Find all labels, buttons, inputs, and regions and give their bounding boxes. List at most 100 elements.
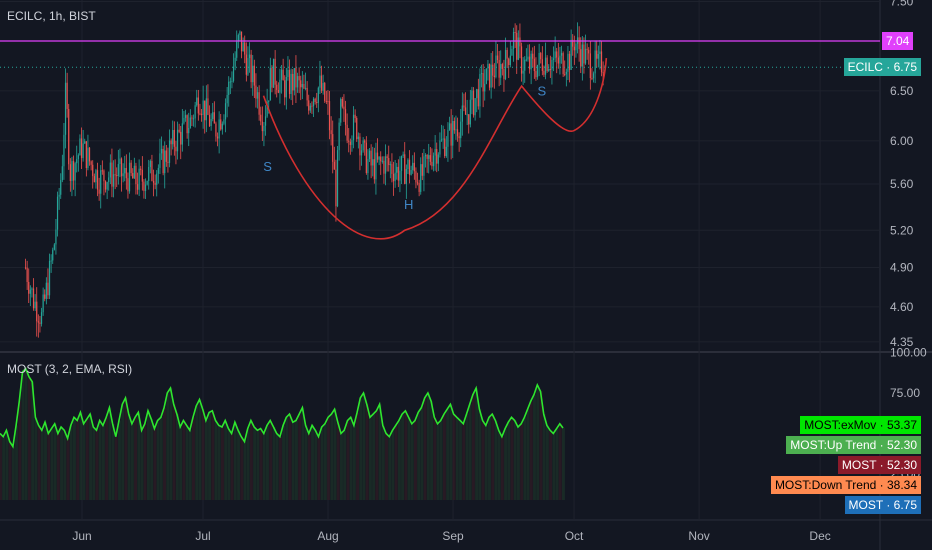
candle-body [224, 103, 227, 120]
candle-body [392, 173, 395, 182]
candle-body [490, 64, 492, 88]
candle-body [514, 32, 516, 34]
candle-body [189, 117, 191, 128]
candle-body [173, 129, 175, 147]
candle-body [468, 114, 470, 125]
candle-body [338, 122, 340, 151]
most-histogram-bar [188, 430, 192, 500]
candle-body [80, 138, 83, 159]
candle-body [132, 173, 134, 179]
candle-body [340, 98, 342, 123]
indicator-tick-label: 75.00 [890, 386, 920, 400]
candle-body [455, 129, 457, 131]
candle-body [319, 75, 321, 88]
candle-body [496, 55, 499, 61]
most-histogram-bar [204, 420, 208, 500]
most-histogram-bar [475, 388, 479, 500]
candle-body [306, 87, 308, 101]
candle-body [135, 165, 137, 185]
most-histogram-bar [79, 412, 83, 500]
candle-body [255, 85, 257, 99]
most-histogram-bar [301, 407, 305, 500]
candle-body [562, 53, 564, 75]
most-histogram-bar [420, 407, 424, 500]
most-histogram-bar [555, 428, 559, 500]
most-histogram-bar [500, 436, 504, 500]
candle-body [565, 71, 567, 75]
candle-body [242, 42, 244, 52]
candle-body [146, 180, 148, 185]
candle-body [540, 53, 542, 60]
candle-body [117, 164, 119, 177]
candle-body [428, 155, 430, 159]
candle-body [64, 82, 67, 135]
candle-body [216, 136, 219, 139]
most-histogram-bar [291, 422, 295, 500]
candle-body [573, 46, 575, 51]
candle-body [370, 150, 372, 166]
candle-body [237, 35, 239, 42]
most-histogram-bar [391, 430, 395, 500]
candle-body [578, 37, 580, 50]
price-tick-label: 6.00 [890, 134, 914, 148]
candle-body [564, 74, 566, 76]
candles [24, 22, 606, 338]
most-histogram-bar [143, 423, 147, 500]
candle-body [597, 54, 599, 59]
candle-body [477, 89, 479, 107]
most-histogram-bar [95, 430, 99, 500]
most-histogram-bar [166, 393, 170, 500]
most-histogram-bar [327, 417, 331, 500]
candle-body [360, 150, 363, 156]
candle-body [66, 82, 68, 109]
candle-body [285, 77, 287, 98]
candle-body [482, 73, 484, 92]
most-histogram-bar [211, 410, 215, 500]
candle-body [79, 138, 81, 156]
most-histogram-bar [63, 430, 67, 500]
resistance-line [0, 40, 880, 68]
most-histogram-bar [11, 446, 15, 500]
candle-body [316, 102, 318, 104]
candle-body [181, 123, 183, 145]
most-histogram-bar [259, 428, 263, 500]
candle-body [250, 54, 252, 83]
candle-body [87, 147, 89, 169]
candle-body [445, 146, 447, 157]
candle-body [458, 136, 460, 139]
price-tick-label: 5.60 [890, 177, 914, 191]
most-histogram-bar [394, 425, 398, 500]
candle-body [356, 117, 358, 140]
candle-body [469, 99, 471, 125]
most-histogram-bar [121, 404, 125, 500]
candle-body [330, 130, 332, 135]
most-histogram-bar [66, 438, 70, 500]
most-histogram-bar [539, 391, 543, 500]
candle-body [556, 51, 558, 58]
candle-body [336, 150, 339, 207]
candle-body [546, 57, 548, 71]
candle-body [324, 82, 326, 101]
most-histogram-bar [195, 405, 199, 500]
most-histogram-bar [262, 433, 266, 500]
indicator-value-tag: MOST:exMov · 53.37 [800, 416, 921, 434]
candle-body [436, 149, 438, 164]
candle-body [215, 123, 217, 137]
most-histogram-bar [40, 430, 44, 500]
most-histogram-bar [47, 433, 51, 500]
candle-body [375, 152, 377, 180]
candle-body [32, 288, 35, 309]
most-histogram-bar [465, 414, 469, 500]
resistance-price-tag: 7.04 [882, 32, 914, 50]
most-histogram-bar [491, 414, 495, 500]
candle-body [108, 177, 110, 183]
most-histogram-bar [18, 401, 22, 500]
candle-body [180, 131, 182, 145]
candle-body [568, 53, 571, 70]
most-histogram-bar [15, 425, 18, 500]
most-histogram-bar [150, 418, 154, 500]
candle-body [357, 136, 359, 140]
most-histogram-bar [320, 427, 324, 500]
